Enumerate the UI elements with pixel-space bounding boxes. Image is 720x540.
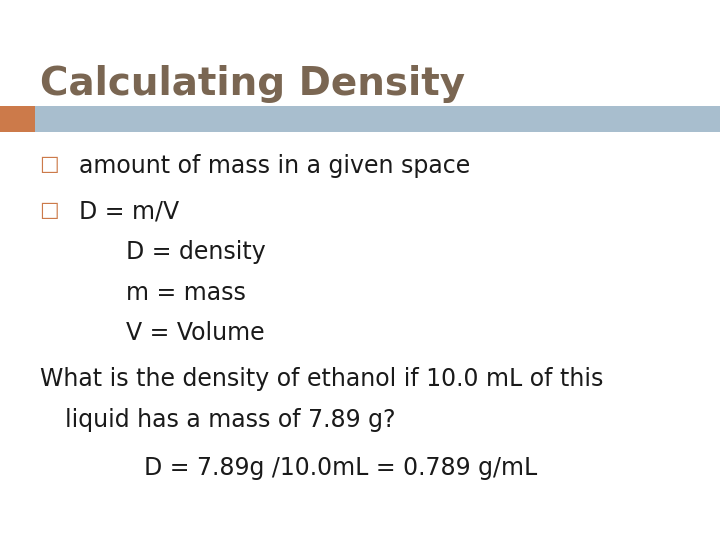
Text: D = density: D = density [126, 240, 266, 264]
Text: liquid has a mass of 7.89 g?: liquid has a mass of 7.89 g? [65, 408, 395, 431]
Text: D = m/V: D = m/V [79, 200, 179, 224]
Text: What is the density of ethanol if 10.0 mL of this: What is the density of ethanol if 10.0 m… [40, 367, 603, 391]
Text: Calculating Density: Calculating Density [40, 65, 464, 103]
Text: m = mass: m = mass [126, 281, 246, 305]
Text: □: □ [40, 154, 59, 174]
Text: □: □ [40, 200, 59, 220]
Text: amount of mass in a given space: amount of mass in a given space [79, 154, 470, 178]
Text: V = Volume: V = Volume [126, 321, 265, 345]
Bar [35, 106, 720, 132]
Bar [0, 106, 35, 132]
Text: D = 7.89g /10.0mL = 0.789 g/mL: D = 7.89g /10.0mL = 0.789 g/mL [144, 456, 537, 480]
